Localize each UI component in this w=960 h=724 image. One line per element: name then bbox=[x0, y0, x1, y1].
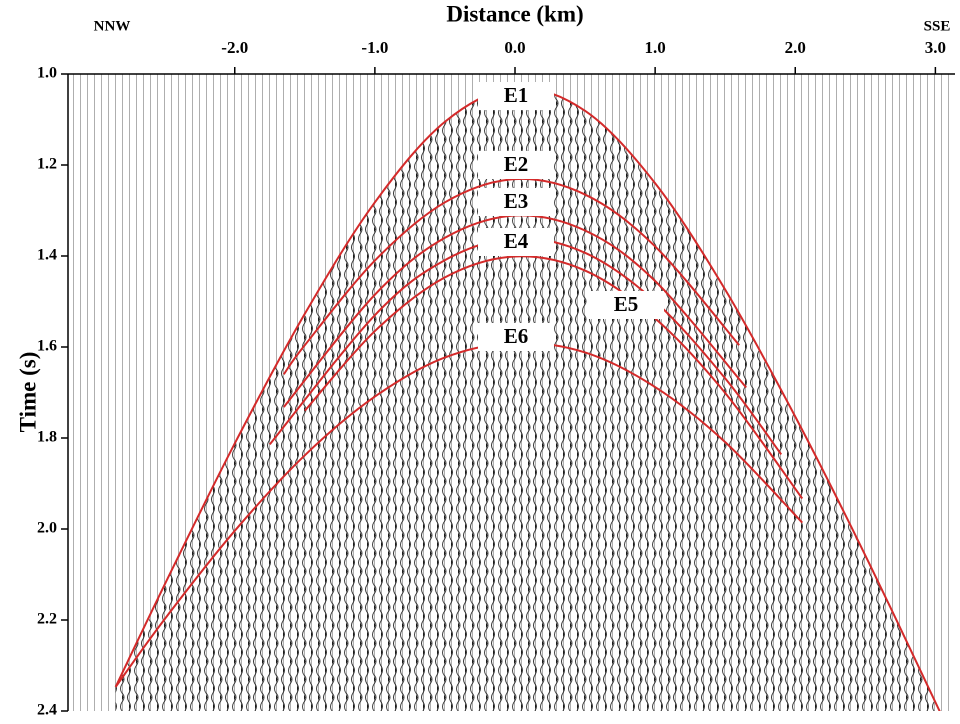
x-tick-label: 1.0 bbox=[645, 38, 666, 57]
event-label-box bbox=[478, 228, 554, 256]
y-axis-label: Time (s) bbox=[15, 352, 40, 433]
x-tick-label: -1.0 bbox=[361, 38, 388, 57]
event-label: E1 bbox=[504, 83, 529, 107]
y-tick-label: 1.4 bbox=[37, 247, 57, 264]
y-tick-label: 1.6 bbox=[37, 338, 57, 355]
event-curve bbox=[114, 341, 803, 688]
event-label: E3 bbox=[504, 189, 529, 213]
event-label: E5 bbox=[614, 292, 639, 316]
x-axis-label: Distance (km) bbox=[446, 1, 583, 26]
event-label-box bbox=[478, 151, 554, 179]
seismic-texture bbox=[115, 87, 943, 711]
y-tick-label: 2.0 bbox=[37, 520, 57, 537]
x-tick-label: 0.0 bbox=[504, 38, 525, 57]
event-label-box bbox=[478, 323, 554, 351]
annotation: SSE bbox=[924, 18, 951, 34]
event-curve bbox=[304, 255, 804, 500]
x-tick-label: 3.0 bbox=[925, 38, 946, 57]
y-tick-label: 1.2 bbox=[37, 156, 57, 173]
annotation: NNW bbox=[94, 18, 131, 34]
y-tick-label: 1.0 bbox=[37, 65, 57, 82]
event-label-box bbox=[478, 188, 554, 216]
event-label: E2 bbox=[504, 152, 529, 176]
event-label-box bbox=[588, 291, 664, 319]
event-label: E4 bbox=[504, 229, 529, 253]
event-label-box bbox=[478, 82, 554, 110]
event-curve bbox=[282, 177, 740, 375]
x-tick-label: -2.0 bbox=[221, 38, 248, 57]
y-tick-label: 2.4 bbox=[37, 702, 57, 719]
x-tick-label: 2.0 bbox=[785, 38, 806, 57]
y-tick-label: 1.8 bbox=[37, 429, 57, 446]
event-label: E6 bbox=[504, 324, 529, 348]
y-tick-label: 2.2 bbox=[37, 611, 57, 628]
